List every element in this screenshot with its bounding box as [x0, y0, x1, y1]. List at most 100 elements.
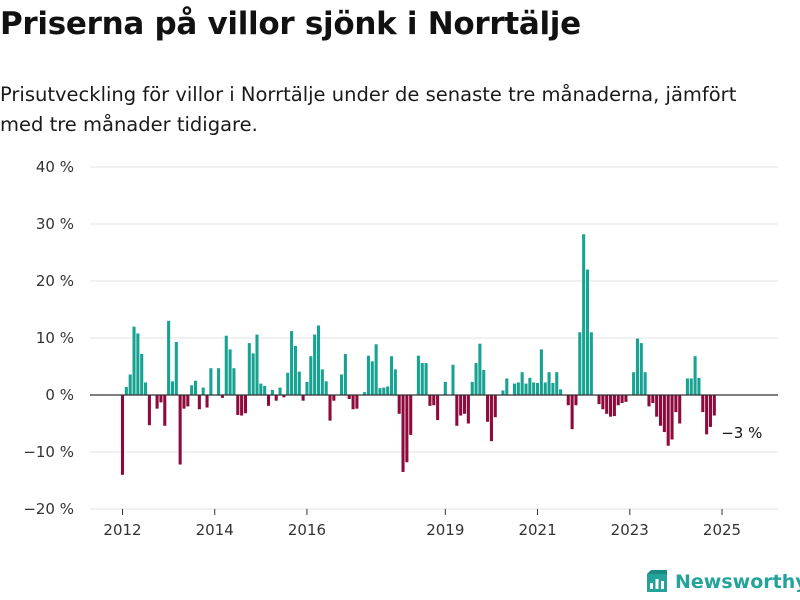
- y-tick-label: 30 %: [36, 215, 74, 233]
- bar: [401, 395, 405, 472]
- bar: [305, 381, 309, 395]
- x-tick-label: 2021: [518, 521, 556, 539]
- bar: [174, 341, 178, 395]
- bar: [539, 349, 543, 395]
- bar: [282, 395, 286, 398]
- y-tick-label: 20 %: [36, 272, 74, 290]
- bar: [547, 372, 551, 395]
- bar: [144, 382, 148, 395]
- bar: [278, 387, 282, 395]
- chart-subtitle: Prisutveckling för villor i Norrtälje un…: [0, 83, 737, 136]
- bar: [217, 368, 221, 395]
- bar: [597, 395, 601, 405]
- bar: [501, 390, 505, 395]
- bar: [293, 345, 297, 395]
- brand-logo: Newsworthy: [645, 568, 800, 596]
- bar: [555, 372, 559, 395]
- bar-chart: −20 %−10 %0 %10 %20 %30 %40 % 2012 2014 20…: [23, 158, 778, 539]
- newsworthy-logo-icon: [647, 570, 667, 592]
- bar: [620, 395, 624, 403]
- bar: [428, 395, 432, 406]
- bar: [462, 395, 467, 414]
- bar: [712, 395, 716, 416]
- bar: [132, 326, 136, 395]
- bar: [351, 395, 355, 410]
- bar: [286, 372, 290, 395]
- bar: [624, 395, 628, 402]
- x-tick-label: 2012: [103, 521, 141, 539]
- bar: [551, 383, 555, 395]
- bar: [612, 395, 616, 417]
- bar: [632, 372, 636, 395]
- y-tick-label: −20 %: [23, 500, 74, 518]
- bar: [232, 368, 236, 395]
- bar: [582, 234, 586, 395]
- bar: [182, 395, 186, 409]
- bar: [259, 383, 263, 395]
- bar: [609, 395, 613, 417]
- bar: [516, 382, 520, 395]
- bar: [405, 395, 409, 463]
- bar: [297, 371, 301, 395]
- annotations: −3 %: [721, 424, 762, 442]
- bar: [466, 395, 470, 424]
- bar: [697, 377, 701, 395]
- bar: [332, 395, 336, 401]
- bar: [266, 395, 271, 406]
- bar: [474, 363, 478, 395]
- brand-name: Newsworthy: [675, 571, 800, 593]
- bar: [543, 382, 547, 395]
- x-tick-labels: 2012 2014 2016 2019 2021 2023 2025: [103, 509, 741, 539]
- bar: [589, 332, 593, 395]
- bar: [528, 377, 532, 395]
- bar: [228, 349, 232, 395]
- bar: [320, 369, 324, 395]
- bar: [482, 369, 486, 395]
- bar: [324, 381, 328, 395]
- bar: [382, 387, 386, 395]
- bar: [520, 372, 524, 395]
- bar: [366, 355, 370, 395]
- bar: [155, 395, 159, 409]
- bar: [374, 344, 378, 395]
- bar: [328, 395, 332, 421]
- bar: [389, 356, 394, 395]
- bar: [424, 363, 428, 395]
- bar: [178, 395, 182, 465]
- bar: [693, 356, 697, 395]
- bar: [236, 395, 240, 415]
- bar: [186, 395, 190, 407]
- bar: [674, 395, 678, 413]
- y-tick-label: 40 %: [36, 158, 74, 176]
- bar: [163, 395, 167, 426]
- bar: [666, 395, 670, 446]
- bar: [574, 395, 578, 406]
- bar: [255, 334, 259, 395]
- bar: [524, 383, 528, 395]
- bar: [220, 395, 224, 398]
- bar: [363, 392, 367, 395]
- bar: [409, 395, 413, 435]
- bar: [459, 395, 463, 416]
- bar: [340, 374, 344, 395]
- bar: [585, 269, 590, 395]
- bar: [655, 395, 659, 417]
- bar: [678, 395, 682, 424]
- bar: [420, 363, 424, 395]
- bar: [159, 395, 163, 403]
- bar: [578, 332, 582, 395]
- bar: [601, 395, 605, 410]
- bar: [559, 389, 563, 395]
- bar: [247, 343, 251, 395]
- bar: [270, 389, 274, 395]
- bar: [639, 343, 643, 395]
- bar: [443, 381, 447, 395]
- bar: [309, 356, 313, 395]
- bar: [370, 361, 374, 395]
- bar: [170, 381, 174, 395]
- bar: [193, 380, 198, 395]
- bar: [147, 395, 151, 426]
- bar: [470, 381, 474, 395]
- bar: [240, 395, 244, 416]
- bar: [120, 395, 125, 475]
